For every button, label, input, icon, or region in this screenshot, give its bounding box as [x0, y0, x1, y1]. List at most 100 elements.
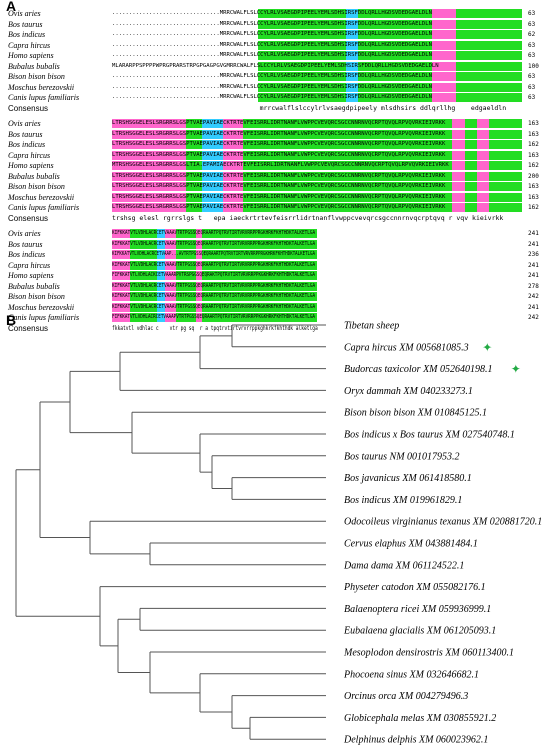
star-icon: ✦	[511, 362, 521, 376]
sequence-text: ................................MRRCWALF…	[112, 83, 432, 90]
species-name: Homo sapiens	[8, 161, 54, 170]
tree-leaf-label: Bos indicus x Bos taurus XM 027540748.1	[344, 430, 515, 441]
alignment-row: Moschus berezovskii LTRSHSGGELESLSRGRRSLG…	[0, 192, 550, 203]
species-name: Bubalus bubalis	[8, 281, 60, 291]
sequence: LTRSHSGGELESLSRGRRSLGSPTVAEPAVIAECKTRTEV…	[112, 129, 522, 140]
alignment-row: Bos taurus KIFKKATVTLVDHLACRCETVAAAVTRTPG…	[0, 239, 550, 250]
sequence-end-position: 241	[528, 230, 539, 237]
sequence-end-position: 63	[528, 73, 536, 80]
phylogenetic-tree: Tibetan sheep Capra hircus XM 005681085.3…	[15, 321, 542, 746]
alignment-row: Homo sapiens FIFKKATVTLVDHLACKCETVAAARPVT…	[0, 270, 550, 281]
alignment-row: Bubalus bubalis LTRSHSGGELESLSRGRRSLGSPTV…	[0, 171, 550, 182]
alignment-row: Bison bison bison LTRSHSGGELESLSRGRRSLGSP…	[0, 181, 550, 192]
sequence-text: MLARARPPSPPPPWPRGPRARSTRPGPGAGPGVGMRRCWA…	[112, 62, 439, 69]
alignment-row: Homo sapiens MTRSHSGGELESLSRGRRSLGSLTIA.E…	[0, 160, 550, 171]
species-name: Moschus berezovskii	[8, 82, 75, 92]
sequence-end-position: 241	[528, 272, 539, 279]
sequence: ................................MRRCWALF…	[112, 82, 522, 93]
star-icon: ✦	[482, 340, 492, 354]
sequence-text: LTRSHSGGELESLSRGRRSLGSPTVAEPAVIAECKTRTEV…	[112, 183, 446, 189]
consensus-label: Consensus	[8, 323, 49, 333]
sequence-end-position: 236	[528, 251, 539, 258]
sequence-end-position: 200	[528, 172, 539, 180]
alignment-row: Canis lupus familiaris FIFKKATVTLVDHLACRC…	[0, 312, 550, 323]
alignment-row: Canis lupus familiaris..................…	[0, 92, 550, 103]
alignment-row: Bison bison bison.......................…	[0, 71, 550, 82]
sequence-text: ................................MRRCWALF…	[112, 73, 432, 79]
sequence: KIFKKATVTLVDHLACRCETVAAAVTRTPGSSQEQRAART…	[112, 228, 522, 239]
sequence-end-position: 241	[528, 303, 539, 311]
sequence: KIFKKATVTLVDHLACRCETVAAAVTRTPGSSQEQRAART…	[112, 302, 522, 313]
species-name: Ovis aries	[8, 119, 41, 128]
alignment-row: Homo sapiens............................…	[0, 50, 550, 61]
sequence-end-position: 162	[528, 141, 539, 148]
panel-a-label: A	[6, 0, 17, 14]
tree-leaf-label: Bos indicus XM 019961829.1	[344, 495, 462, 506]
alignment-row: Bos taurus..............................…	[0, 19, 550, 30]
species-name: Moschus berezovskii	[8, 302, 75, 312]
alignment-row: Bos indicus LTRSHSGGELESLSRGRRSLGSPTVAEPA…	[0, 139, 550, 150]
sequence-text: KIFKKATVTLVDHLACRCETVAAAVTRTPGSSQEQRAART…	[112, 282, 316, 289]
species-name: Canis lupus familiaris	[8, 93, 80, 102]
sequence-text: LTRSHSGGELESLSRGRRSLGSPTVAEPAVIAECKTRTEV…	[112, 193, 446, 200]
alignment-row: Bison bison bison KIFKKATVTLVDHLACRCETVAA…	[0, 291, 550, 302]
sequence: ................................MRRCWALF…	[112, 40, 522, 51]
sequence-text: KIFKKATVTLVDHLACRCETVAAAVTRTPGSSQEQRAART…	[112, 230, 316, 236]
tree-leaf-label: Capra hircus XM 005681085.3	[344, 342, 469, 353]
sequence-end-position: 162	[528, 204, 539, 211]
sequence: KIFKKATVTLVDHLACRCETVAAAVTRTPGSSQEQRAART…	[112, 260, 522, 271]
consensus-row: Consensus mrrcwalflslccylrlvsaegdpipeely …	[0, 103, 550, 114]
consensus-text: trshsg elesl rgrrslgs t epa iaeckrtrtevf…	[112, 213, 504, 222]
consensus-sequence: mrrcwalflslccylrlvsaegdpipeely mlsdhsirs…	[112, 103, 522, 114]
sequence-end-position: 163	[528, 151, 539, 159]
sequence-text: KIFKKATVTLVDHLACRCETVAAAVTRTPGSSQEQRAART…	[112, 240, 316, 247]
alignment-row: Bos indicus KIFKKATVTLVDHLACRCETVAAP...AV…	[0, 249, 550, 260]
species-name: Moschus berezovskii	[8, 192, 75, 202]
sequence: ................................MRRCWALF…	[112, 29, 522, 40]
tree-leaf-label: Oryx dammah XM 040233273.1	[344, 386, 473, 397]
sequence-text: ................................MRRCWALF…	[112, 10, 432, 16]
alignment-row: Bos taurus LTRSHSGGELESLSRGRRSLGSPTVAEPAV…	[0, 129, 550, 140]
consensus-label: Consensus	[8, 103, 49, 113]
tree-leaf-label: Bison bison bison XM 010845125.1	[344, 408, 487, 419]
sequence-end-position: 62	[528, 31, 536, 38]
sequence-end-position: 163	[528, 183, 539, 190]
sequence-text: ................................MRRCWALF…	[112, 31, 432, 37]
consensus-sequence: fkkatvtl vdhlac c vtr pg sq r a tpqtrvti…	[112, 323, 522, 334]
sequence: MTRSHSGGELESLSRGRRSLGSLTIA.EPAMIAECKTRTE…	[112, 160, 522, 171]
tree-leaf-label: Phocoena sinus XM 032646682.1	[343, 669, 479, 680]
sequence-text: KIFKKATVTLVDHLACRCETVAAP...AVTRTPGSSQEQR…	[112, 251, 315, 257]
sequence: KIFKKATVTLVDHLACRCETVAAAVTRTPGSSQEQRAART…	[112, 291, 522, 302]
species-name: Bos indicus	[8, 140, 46, 149]
tree-leaf-label: Delphinus delphis XM 060023962.1	[343, 735, 488, 746]
sequence: MLARARPPSPPPPWPRGPRARSTRPGPGAGPGVGMRRCWA…	[112, 61, 522, 72]
alignment-row: Ovis aries..............................…	[0, 8, 550, 19]
sequence-end-position: 63	[528, 41, 536, 49]
tree-leaf-label: Orcinus orca XM 004279496.3	[344, 691, 468, 702]
sequence-text: LTRSHSGGELESLSRGRRSLGSPTVAEPAVIAECKTRTEV…	[112, 120, 446, 126]
sequence: LTRSHSGGELESLSRGRRSLGSPTVAEPAVIAECKTRTEV…	[112, 181, 522, 192]
sequence: ................................MRRCWALF…	[112, 19, 522, 30]
species-name: Capra hircus	[8, 260, 51, 270]
alignment-row: Capra hircus............................…	[0, 40, 550, 51]
panel-b-label: B	[6, 312, 17, 328]
alignment-row: Bos indicus.............................…	[0, 29, 550, 40]
sequence: ................................MRRCWALF…	[112, 92, 522, 103]
sequence-end-position: 63	[528, 20, 536, 28]
tree-leaf-label: Mesoplodon densirostris XM 060113400.1	[343, 648, 514, 659]
species-name: Bubalus bubalis	[8, 61, 60, 71]
sequence: FIFKKATVTLVDHLACRCETVAAAPVTRTPGSSQEQRAAR…	[112, 312, 522, 323]
species-name: Bubalus bubalis	[8, 171, 60, 181]
species-name: Bos taurus	[8, 19, 43, 29]
species-name: Bos indicus	[8, 30, 46, 39]
sequence-text: MTRSHSGGELESLSRGRRSLGSLTIA.EPAMIAECKTRTE…	[112, 162, 449, 168]
tree-leaf-label: Physeter catodon XM 055082176.1	[343, 582, 486, 593]
consensus-row: Consensus trshsg elesl rgrrslgs t epa iae…	[0, 213, 550, 224]
sequence-end-position: 163	[528, 120, 539, 127]
alignment-row: Moschus berezovskii.....................…	[0, 82, 550, 93]
sequence: ................................MRRCWALF…	[112, 8, 522, 19]
sequence-end-position: 63	[528, 94, 536, 101]
tree-leaf-label: Cervus elaphus XM 043881484.1	[344, 539, 478, 550]
sequence: ................................MRRCWALF…	[112, 71, 522, 82]
alignment-row: Moschus berezovskii KIFKKATVTLVDHLACRCETV…	[0, 302, 550, 313]
